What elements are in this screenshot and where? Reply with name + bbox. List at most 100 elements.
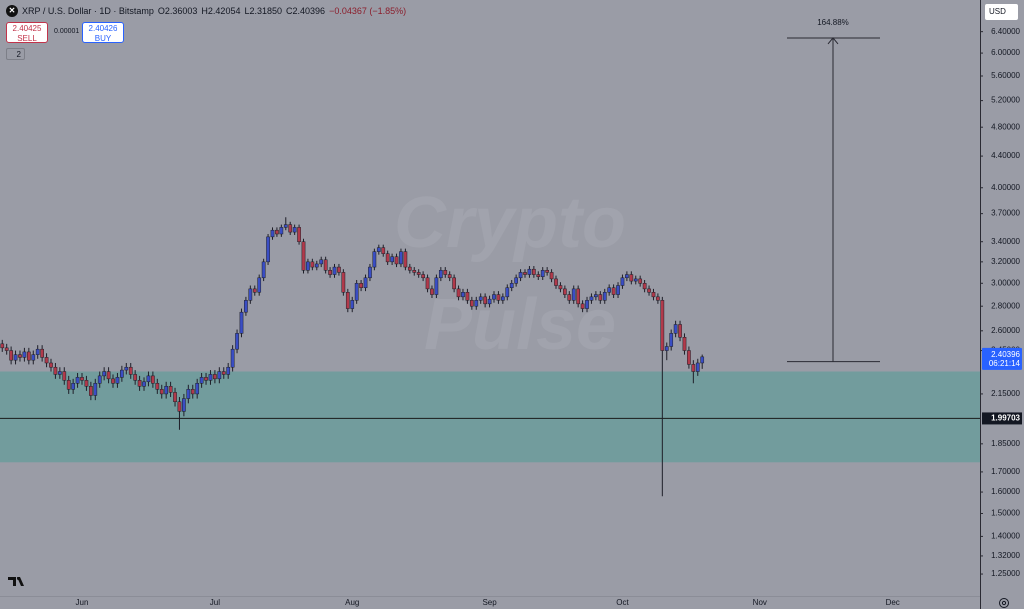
logo-dot	[17, 577, 20, 580]
candle-body	[328, 270, 332, 275]
y-tick-label: 2.80000	[991, 301, 1020, 310]
candle-body	[80, 377, 84, 381]
level-box	[982, 412, 1022, 425]
candle-body	[195, 383, 200, 395]
candle-body	[585, 300, 589, 309]
candle-body	[359, 283, 363, 288]
measure-arrow	[827, 37, 839, 45]
candle-body	[62, 371, 67, 381]
candle-body	[230, 348, 235, 368]
currency-button[interactable]: USD	[985, 4, 1018, 20]
last-price-box	[982, 347, 1022, 370]
candle-body	[314, 263, 319, 268]
candle-body	[376, 247, 381, 252]
watermark: Pulse	[424, 285, 616, 365]
candle-body	[478, 296, 483, 301]
candle-body	[275, 229, 279, 235]
candle-body	[390, 256, 394, 263]
candle-body	[204, 377, 208, 381]
ohlc-open: O2.36003	[157, 6, 198, 16]
candle-body	[75, 377, 80, 384]
indicators-toggle[interactable]: 2	[6, 48, 25, 60]
candle-body	[142, 381, 146, 387]
candle-body	[332, 266, 337, 275]
sell-button[interactable]: 2.40425 SELL	[6, 22, 48, 43]
candle-body	[186, 389, 191, 399]
logo-shape	[8, 577, 24, 586]
candle-body	[137, 380, 142, 387]
candle-body	[536, 274, 541, 277]
candle-body	[58, 371, 62, 375]
x-tick-label: Oct	[616, 598, 629, 607]
sell-label: SELL	[17, 34, 37, 43]
buy-button[interactable]: 2.40426 BUY	[82, 22, 124, 43]
candle-body	[673, 324, 678, 334]
candle-body	[461, 292, 465, 298]
candle-body	[292, 227, 297, 233]
candle-body	[598, 294, 603, 301]
candle-body	[270, 229, 275, 238]
candle-body	[22, 351, 27, 358]
candle-body	[310, 261, 315, 268]
candle-body	[120, 369, 124, 378]
candle-body	[164, 386, 169, 395]
candle-body	[244, 300, 248, 313]
candle-body	[306, 261, 310, 271]
ohlc-high: H2.42054	[201, 6, 241, 16]
x-tick-label: Jun	[76, 598, 89, 607]
price-axis	[980, 0, 1024, 609]
candle-body	[266, 236, 270, 263]
candle-body	[53, 366, 58, 375]
candle-body	[177, 401, 182, 412]
candle-body	[434, 277, 439, 295]
y-tick-label: 3.40000	[991, 237, 1020, 246]
candle-body	[208, 374, 213, 381]
y-tick-label: 5.20000	[991, 96, 1020, 105]
candle-body	[319, 259, 324, 265]
candle-body	[221, 371, 226, 375]
y-tick-label: 1.85000	[991, 439, 1020, 448]
candle-body	[629, 274, 634, 282]
symbol-icon: ✕	[6, 5, 18, 17]
candle-body	[399, 251, 403, 265]
y-tick-label: 1.40000	[991, 532, 1020, 541]
candle-body	[151, 375, 155, 384]
candle-body	[554, 278, 558, 286]
candle-body	[182, 398, 186, 412]
candle-body	[549, 272, 554, 280]
candle-body	[350, 300, 355, 309]
candle-body	[9, 350, 13, 361]
y-tick-label: 2.60000	[991, 326, 1020, 335]
candle-body	[452, 277, 456, 290]
candle-body	[403, 251, 408, 268]
gear-outer	[999, 598, 1009, 608]
candle-body	[545, 270, 549, 273]
candle-body	[407, 266, 412, 271]
candle-body	[345, 292, 350, 309]
candle-body	[49, 362, 53, 368]
y-tick-label: 1.70000	[991, 467, 1020, 476]
candle-body	[26, 351, 31, 361]
settings-icon[interactable]	[999, 598, 1009, 608]
candle-body	[505, 287, 510, 298]
candle-body	[133, 374, 138, 381]
y-tick-label: 5.60000	[991, 71, 1020, 80]
candle-body	[496, 294, 501, 301]
candle-body	[4, 347, 9, 351]
candle-body	[447, 274, 452, 279]
candle-body	[18, 354, 22, 358]
candle-body	[35, 348, 40, 355]
candle-body	[430, 288, 434, 295]
x-tick-label: Jul	[210, 598, 220, 607]
x-tick-label: Sep	[482, 598, 497, 607]
candle-body	[474, 300, 479, 307]
candle-body	[647, 288, 651, 293]
candle-body	[341, 272, 346, 293]
candle-body	[84, 380, 89, 387]
candle-body	[190, 389, 195, 395]
candle-body	[589, 296, 594, 301]
candle-body	[297, 227, 301, 242]
candle-body	[421, 274, 425, 279]
symbol: XRP / U.S. Dollar · 1D · Bitstamp	[22, 6, 154, 16]
